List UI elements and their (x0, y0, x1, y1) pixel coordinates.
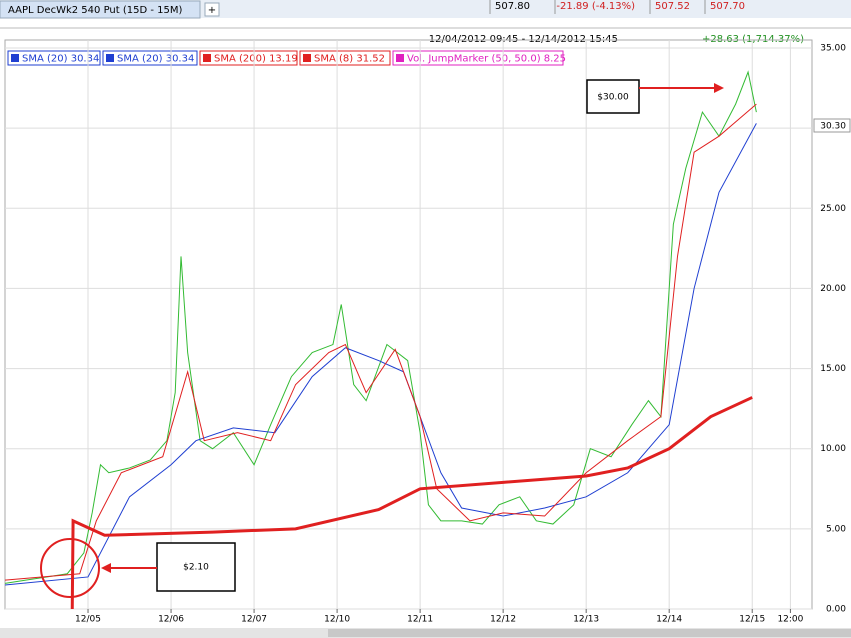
legend-icon (11, 54, 19, 62)
add-tab[interactable] (204, 2, 220, 17)
x-tick-label: 12/07 (241, 615, 267, 625)
plot: 0.005.0010.0015.0020.0025.0030.0035.0012… (4, 39, 851, 625)
arrow-head (714, 83, 724, 93)
x-tick-label: 12/15 (739, 615, 765, 625)
x-tick-label: 12/06 (158, 615, 184, 625)
quote-bid: 507.52 (655, 1, 690, 12)
legend: SMA (20) 30.34 SMA (20) 30.34 SMA (200) 13… (7, 50, 566, 66)
legend-box (7, 50, 101, 66)
last-price-label: 30.30 (820, 122, 846, 132)
y-tick-label: 25.00 (820, 204, 846, 214)
legend-icon (106, 54, 114, 62)
legend-box (102, 50, 198, 66)
scroll-thumb[interactable] (328, 629, 851, 637)
legend-label: SMA (20) 30.34 (22, 54, 99, 65)
legend-label: SMA (8) 31.52 (314, 54, 385, 65)
legend-icon (396, 54, 404, 62)
legend-icon (203, 54, 211, 62)
tab-title[interactable]: AAPL DecWk2 540 Put (15D - 15M) (8, 5, 183, 16)
arrow-head (101, 563, 111, 573)
y-tick-label: 10.00 (820, 444, 846, 454)
quote-bar: 507.80 -21.89 (-4.13%) 507.52 507.70 (489, 0, 745, 14)
legend-label: SMA (20) 30.34 (117, 54, 194, 65)
legend-box (299, 50, 391, 66)
x-tick-label: 12/05 (75, 615, 101, 625)
legend-label: SMA (200) 13.19 (214, 54, 298, 65)
callout-box (156, 542, 236, 592)
quote-change: -21.89 (-4.13%) (556, 1, 635, 12)
callout-box (586, 79, 640, 114)
x-tick-label: 12/13 (573, 615, 599, 625)
legend-box (199, 50, 298, 66)
series-line (4, 103, 757, 581)
x-tick-label: 12/12 (490, 615, 516, 625)
y-tick-label: 5.00 (826, 524, 846, 534)
last-price-box (813, 118, 851, 133)
callout-text: $2.10 (183, 563, 209, 573)
x-tick-label: 12/14 (656, 615, 682, 625)
legend-label: Vol. JumpMarker (50, 50.0) 8.25 (407, 54, 566, 65)
callout-text: $30.00 (597, 93, 629, 103)
x-tick-label: 12/11 (407, 615, 433, 625)
y-tick-label: 0.00 (826, 605, 846, 615)
legend-box (392, 50, 564, 66)
quote-ask: 507.70 (710, 1, 745, 12)
highlight-circle (40, 538, 100, 598)
series-line (4, 123, 757, 586)
add-tab-label[interactable]: + (208, 5, 216, 16)
x-tick-label: 12:00 (777, 615, 803, 625)
y-tick-label: 15.00 (820, 364, 846, 374)
series-line (70, 396, 753, 610)
quote-last: 507.80 (495, 1, 530, 12)
plot-frame (4, 39, 813, 610)
series-line (4, 70, 757, 584)
tab[interactable] (0, 0, 201, 19)
x-tick-label: 12/10 (324, 615, 350, 625)
legend-icon (303, 54, 311, 62)
y-tick-label: 20.00 (820, 284, 846, 294)
y-tick-label: 35.00 (820, 44, 846, 54)
